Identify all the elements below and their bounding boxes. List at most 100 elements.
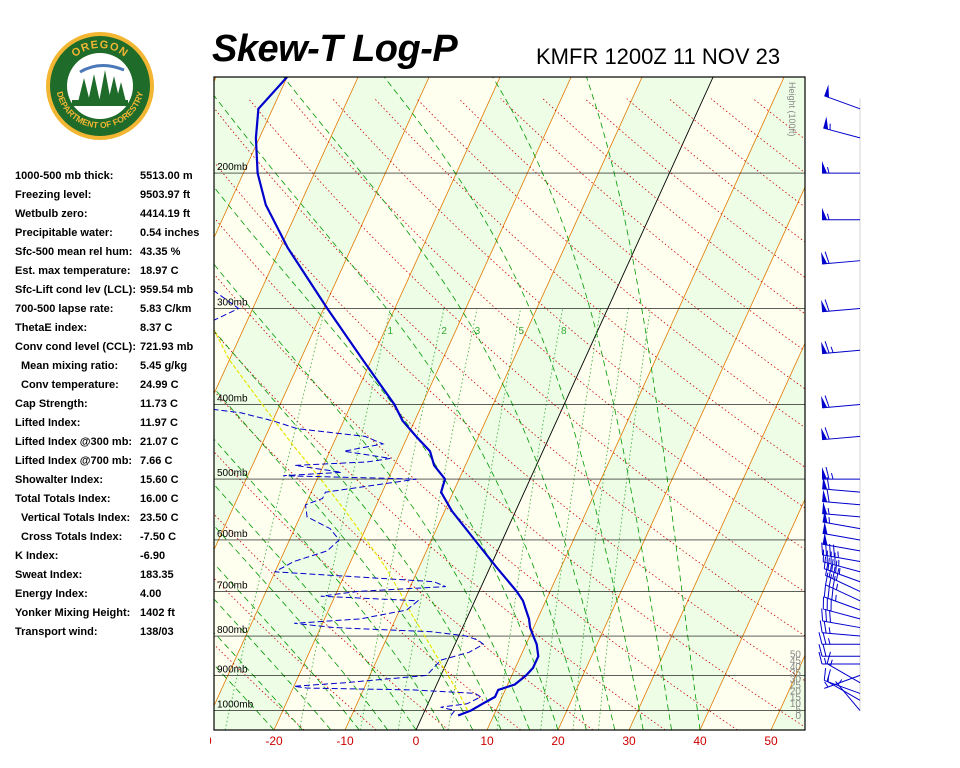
isotherm-line	[214, 77, 501, 707]
index-label: Est. max temperature:	[15, 265, 131, 277]
dry-adiabats	[214, 98, 805, 730]
moist-adiabat-line	[214, 664, 275, 730]
index-label: Transport wind:	[15, 626, 98, 638]
index-value: 959.54 mb	[140, 284, 194, 296]
isotherm-line	[0, 77, 145, 730]
mixing-ratio-label: 5	[519, 326, 525, 337]
temperature-tick-label: -30	[194, 734, 212, 748]
index-value: 15.60 C	[140, 474, 179, 486]
index-label: ThetaE index:	[15, 322, 88, 334]
index-label: Total Totals Index:	[15, 493, 111, 505]
isotherm-line	[0, 77, 3, 730]
wind-barb	[822, 549, 861, 573]
mixing-ratio-label: 1	[387, 326, 393, 337]
wind-barb	[821, 341, 861, 355]
isotherm-line	[214, 77, 288, 239]
height-tick-label: 15	[790, 693, 802, 704]
index-row: 700-500 lapse rate: 5.83 C/km	[15, 301, 215, 320]
wind-barb	[823, 584, 861, 611]
index-label: Lifted Index:	[15, 417, 81, 429]
wind-barbs	[818, 84, 861, 711]
index-value: -6.90	[140, 550, 166, 562]
dewpoint-trace-line	[214, 290, 485, 716]
index-label: Freezing level:	[15, 189, 92, 201]
wind-barb	[826, 669, 861, 701]
index-value: 138/03	[140, 626, 174, 638]
wind-barb	[821, 427, 861, 441]
height-axis-label: Height (100ft)	[787, 82, 797, 137]
wind-barb	[824, 84, 861, 110]
temperature-tick-label: 0	[413, 734, 420, 748]
mixing-ratio-line	[540, 308, 601, 730]
moist-adiabat-line	[214, 387, 474, 730]
index-label: K Index:	[15, 550, 59, 562]
wind-barb	[818, 651, 860, 665]
index-row: Sweat Index: 183.35	[15, 567, 215, 586]
index-row: Conv temperature: 24.99 C	[15, 377, 215, 396]
mixing-ratio-line	[572, 308, 629, 730]
index-value: 21.07 C	[140, 436, 179, 448]
height-tick-label: 40	[790, 662, 802, 673]
wind-barb	[822, 501, 861, 518]
moist-adiabat-line	[383, 77, 644, 730]
pressure-label: 400mb	[217, 394, 248, 405]
wind-barb	[821, 395, 861, 409]
index-row: Lifted Index @700 mb: 7.66 C	[15, 453, 215, 472]
mixing-ratio-label: 8	[561, 326, 567, 337]
index-value: 11.73 C	[140, 398, 178, 410]
pressure-label: 600mb	[217, 529, 248, 540]
isotherm-band	[274, 77, 643, 730]
wind-barb	[822, 466, 860, 480]
wind-barb	[822, 521, 861, 541]
mixing-ratio-line	[447, 308, 521, 730]
index-row: Lifted Index @300 mb: 21.07 C	[15, 434, 215, 453]
stability-indices-panel: 1000-500 mb thick: 5513.00 m Freezing leve…	[15, 168, 215, 643]
isobars	[214, 172, 805, 711]
index-value: 24.99 C	[140, 379, 179, 391]
isotherm-line	[557, 186, 805, 730]
index-row: Showalter Index: 15.60 C	[15, 472, 215, 491]
height-tick-label: 0	[795, 711, 801, 722]
pressure-label: 200mb	[217, 162, 248, 173]
mixing-ratio-line	[224, 308, 326, 730]
isotherm-line	[628, 342, 805, 730]
mixing-ratio-label: 2	[441, 326, 447, 337]
moist-adiabat-line	[492, 77, 672, 730]
index-row: Vertical Totals Index: 23.50 C	[15, 510, 215, 529]
index-row: Mean mixing ratio: 5.45 g/kg	[15, 358, 215, 377]
isotherm-line	[214, 77, 359, 395]
index-label: Lifted Index @300 mb:	[15, 436, 133, 448]
station-time-label: KMFR 1200Z 11 NOV 23	[536, 44, 781, 69]
parcel-trace-line	[214, 328, 469, 711]
zero-isotherm	[415, 77, 714, 730]
index-label: Conv cond level (CCL):	[15, 341, 137, 353]
height-tick-label: 5	[795, 705, 801, 716]
dry-adiabat-line	[214, 273, 738, 730]
height-tick-label: 10	[790, 699, 802, 710]
mixing-ratio-line	[397, 308, 478, 730]
index-label: Yonker Mixing Height:	[15, 607, 131, 619]
index-row: Sfc-Lift cond lev (LCL): 959.54 mb	[15, 282, 215, 301]
moist-adiabat-line	[214, 94, 587, 730]
index-value: 23.50 C	[140, 512, 179, 524]
wind-barb	[825, 572, 861, 602]
isotherm-band	[345, 77, 714, 730]
chart-title: Skew-T Log-P	[212, 28, 458, 70]
isotherm-band	[0, 77, 74, 730]
moist-adiabat-line	[214, 524, 388, 730]
index-label: Precipitable water:	[15, 227, 113, 239]
index-label: Lifted Index @700 mb:	[15, 455, 133, 467]
index-value: 9503.97 ft	[140, 189, 191, 201]
pressure-label: 800mb	[217, 625, 248, 636]
dry-adiabat-line	[290, 98, 805, 550]
index-label: Sweat Index:	[15, 569, 83, 581]
index-row: ThetaE index: 8.37 C	[15, 320, 215, 339]
index-value: 5.45 g/kg	[140, 360, 188, 372]
index-row: Yonker Mixing Height: 1402 ft	[15, 605, 215, 624]
moist-adiabat-line	[214, 186, 559, 730]
index-row: Conv cond level (CCL): 721.93 mb	[15, 339, 215, 358]
isotherm-bands	[0, 77, 805, 730]
pressure-label: 700mb	[217, 580, 248, 591]
index-row: Lifted Index: 11.97 C	[15, 415, 215, 434]
